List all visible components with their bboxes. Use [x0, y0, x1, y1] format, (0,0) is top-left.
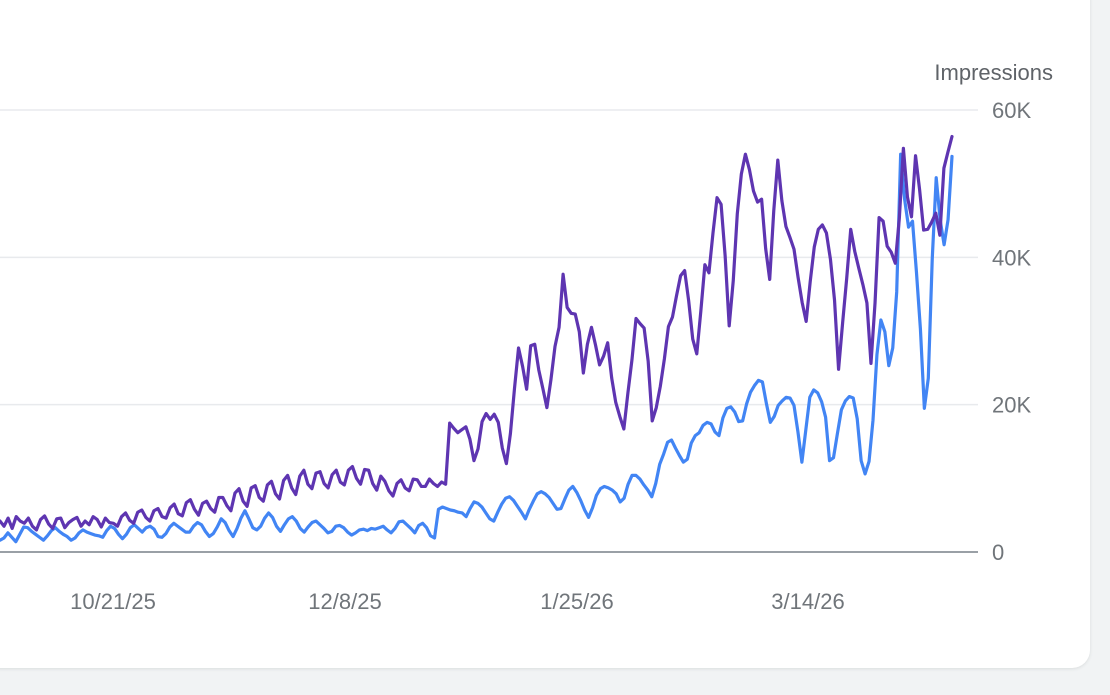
series-line-2 — [0, 152, 954, 544]
y-axis-title: Impressions — [934, 60, 1053, 85]
x-tick-label: 10/21/25 — [70, 589, 156, 614]
series-line-1 — [0, 134, 954, 532]
y-tick-label: 40K — [992, 245, 1031, 270]
x-tick-label: 3/14/26 — [771, 589, 844, 614]
series-layer — [0, 134, 954, 544]
x-tick-label: 1/25/26 — [540, 589, 613, 614]
x-tick-label: 12/8/25 — [308, 589, 381, 614]
chart-card — [0, 0, 1090, 668]
axis-layer: 0 20K 40K 60K 10/21/25 12/8/25 1/25/26 3/14/26 — [70, 98, 1031, 614]
y-tick-label: 20K — [992, 393, 1031, 418]
grid-layer — [0, 109, 978, 553]
y-tick-label: 60K — [992, 98, 1031, 123]
y-tick-label: 0 — [992, 540, 1004, 565]
